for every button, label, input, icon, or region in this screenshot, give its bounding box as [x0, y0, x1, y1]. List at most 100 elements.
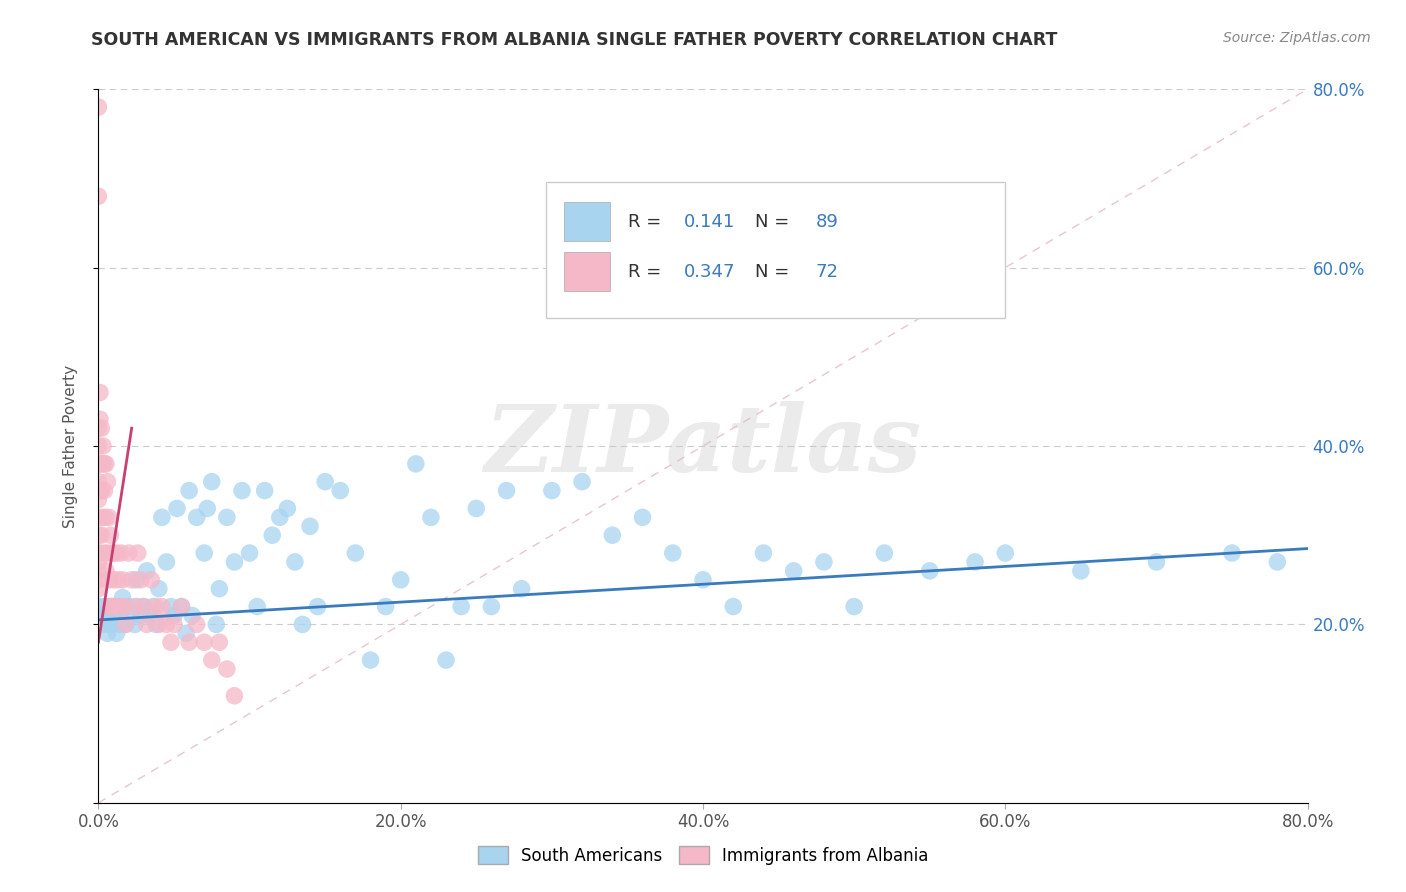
Point	[179, 635, 201, 649]
Text: 89: 89	[815, 213, 838, 231]
Point	[91, 510, 114, 524]
Point	[101, 599, 124, 614]
Point	[91, 439, 114, 453]
Point	[163, 608, 186, 623]
Point	[170, 599, 193, 614]
Point	[450, 599, 472, 614]
Point	[201, 653, 224, 667]
Point	[89, 483, 111, 498]
Point	[215, 510, 238, 524]
Point	[87, 100, 110, 114]
Point	[112, 599, 135, 614]
Point	[195, 501, 218, 516]
Point	[148, 617, 170, 632]
Point	[105, 626, 128, 640]
Point	[150, 510, 173, 524]
Point	[276, 501, 298, 516]
Point	[111, 573, 134, 587]
Point	[87, 457, 110, 471]
Point	[205, 617, 228, 632]
Point	[208, 582, 231, 596]
Point	[160, 599, 183, 614]
Point	[103, 573, 125, 587]
Point	[389, 573, 412, 587]
Point	[101, 546, 124, 560]
Text: 0.347: 0.347	[683, 263, 735, 281]
Point	[186, 510, 208, 524]
Point	[87, 546, 110, 560]
Point	[94, 510, 117, 524]
Point	[631, 510, 654, 524]
Point	[193, 546, 215, 560]
Point	[215, 662, 238, 676]
Point	[107, 599, 129, 614]
Point	[360, 653, 382, 667]
Point	[253, 483, 276, 498]
Point	[87, 573, 110, 587]
Point	[148, 582, 170, 596]
Point	[98, 617, 121, 632]
Point	[132, 599, 155, 614]
Point	[224, 689, 246, 703]
Point	[107, 573, 129, 587]
Point	[139, 608, 162, 623]
Point	[100, 599, 122, 614]
Point	[299, 519, 322, 533]
Point	[127, 599, 149, 614]
Legend: South Americans, Immigrants from Albania: South Americans, Immigrants from Albania	[470, 838, 936, 873]
Point	[495, 483, 517, 498]
Point	[224, 555, 246, 569]
Point	[1144, 555, 1167, 569]
Point	[118, 546, 141, 560]
Point	[96, 626, 118, 640]
FancyBboxPatch shape	[546, 182, 1005, 318]
Point	[101, 617, 124, 632]
Point	[208, 635, 231, 649]
Point	[100, 599, 122, 614]
Point	[307, 599, 329, 614]
Point	[723, 599, 745, 614]
Point	[186, 617, 208, 632]
Point	[125, 573, 148, 587]
Point	[661, 546, 683, 560]
Point	[118, 599, 141, 614]
Point	[121, 573, 143, 587]
Point	[145, 599, 167, 614]
Point	[145, 617, 167, 632]
Point	[94, 608, 117, 623]
Point	[90, 457, 112, 471]
Point	[965, 555, 987, 569]
Point	[481, 599, 503, 614]
Point	[291, 617, 314, 632]
Point	[89, 599, 111, 614]
Point	[239, 546, 262, 560]
Point	[129, 573, 152, 587]
Point	[93, 546, 115, 560]
Point	[121, 608, 143, 623]
Point	[87, 492, 110, 507]
Point	[96, 546, 118, 560]
Point	[93, 483, 115, 498]
Point	[96, 475, 118, 489]
Point	[89, 510, 111, 524]
Point	[124, 599, 146, 614]
Point	[91, 617, 114, 632]
Point	[87, 564, 110, 578]
Point	[91, 457, 114, 471]
Point	[813, 555, 835, 569]
Point	[87, 528, 110, 542]
Point	[135, 564, 157, 578]
Point	[114, 617, 136, 632]
Point	[93, 599, 115, 614]
Point	[155, 555, 177, 569]
Point	[90, 608, 112, 623]
Point	[132, 599, 155, 614]
Point	[155, 617, 177, 632]
Point	[465, 501, 488, 516]
Point	[571, 475, 593, 489]
Point	[141, 573, 163, 587]
Point	[163, 617, 186, 632]
Point	[692, 573, 714, 587]
Point	[89, 546, 111, 560]
Point	[127, 546, 149, 560]
